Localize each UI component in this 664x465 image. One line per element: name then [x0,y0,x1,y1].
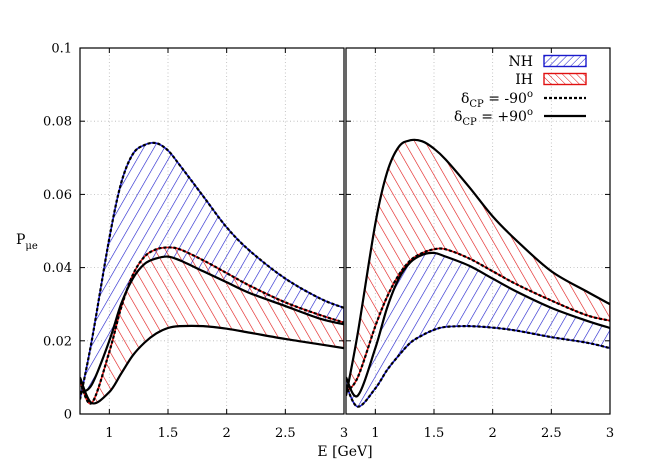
x-tick-label: 3 [340,426,348,441]
x-tick-label: 2.5 [275,426,296,441]
y-tick-label: 0.1 [51,42,72,57]
legend-label-nh: NH [509,54,533,70]
curve-nh-upper-right [346,251,610,398]
x-axis-label: E [GeV] [317,444,372,460]
x-tick-label: 2 [489,426,497,441]
y-tick-label: 0.06 [43,188,72,203]
curve-ih-upper-right [346,138,610,396]
bands [80,139,610,408]
x-tick-label: 1 [105,426,113,441]
plot-frame-right [345,47,611,415]
x-tick-label: 2 [223,426,231,441]
curve-nh-upper-left [80,141,344,400]
curve-nh-lower-left [80,255,344,394]
x-tick-label: 1.5 [158,426,179,441]
x-tick-label: 1 [371,426,379,441]
y-tick-label: 0.02 [43,334,72,349]
legend-swatch-ih [543,72,587,86]
y-tick-label: 0 [64,408,72,423]
y-axis-label: Pμe [16,232,38,252]
curve-ih-lower-left [80,324,344,405]
x-tick-label: 1.5 [424,426,445,441]
plot-frames [79,47,611,415]
y-tick-label: 0.08 [43,115,72,130]
legend-label-dm90: δCP = -90o [461,89,533,110]
curves [80,138,610,408]
curve-ih-upper-left [80,246,344,405]
curve-ih-lower-right [346,247,610,393]
axis-ticks: 1 1.5 2 2.5 3 1 1.5 2 2.5 3 0 0.02 0.04 0.06 0.08 0.1 [43,42,614,442]
legend-label-dp90: δCP = +90o [454,107,533,128]
x-tick-label: 3 [606,426,614,441]
legend-swatch-nh [543,54,587,68]
curve-nh-lower-right [346,325,610,408]
legend-label-ih: IH [515,72,533,88]
x-tick-label: 2.5 [541,426,562,441]
plot-frame-left [79,47,345,415]
y-tick-label: 0.04 [43,261,72,276]
